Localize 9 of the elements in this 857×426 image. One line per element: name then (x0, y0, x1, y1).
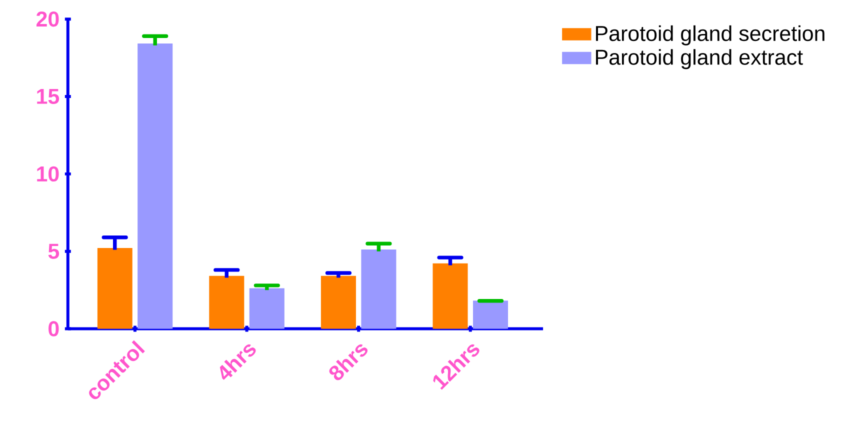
y-tick-label: 20 (36, 11, 59, 27)
x-tick-label: 4hrs (220, 344, 256, 380)
legend-label: Parotoid gland extract (596, 48, 803, 69)
x-tick-label: 8hrs (329, 344, 368, 380)
y-tick-label: 15 (37, 88, 60, 104)
y-tick-label: 0 (48, 321, 59, 336)
y-tick-label: 10 (37, 166, 59, 182)
legend-label: Parotoid gland secretion (596, 25, 824, 46)
y-tick-label: 5 (48, 244, 60, 259)
